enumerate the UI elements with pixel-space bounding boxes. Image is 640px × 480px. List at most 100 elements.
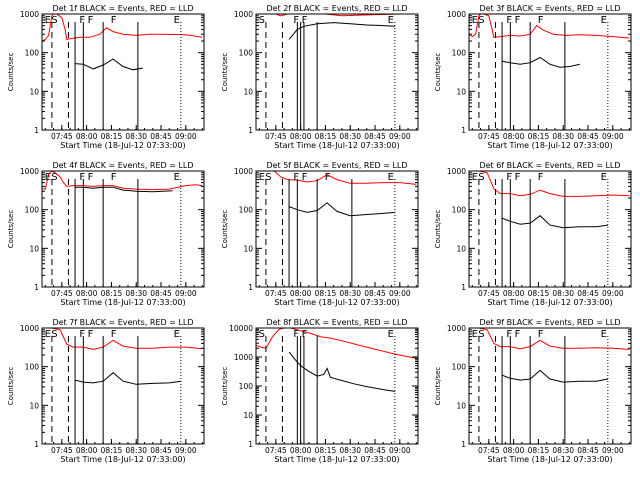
marker-label: F	[111, 15, 117, 26]
plot-frame	[255, 327, 419, 445]
y-axis-label: Counts/sec	[221, 53, 229, 92]
marker-label: S	[259, 15, 265, 26]
ytick-label: 100	[25, 49, 40, 58]
xtick-label: 09:00	[175, 132, 197, 141]
ytick-label: 1000	[447, 324, 466, 333]
ytick-label: 10	[243, 411, 253, 420]
lld-series	[256, 14, 417, 17]
ytick-label: 1000	[234, 353, 253, 362]
marker-label: S	[478, 15, 484, 26]
ytick-label: 1	[461, 283, 466, 292]
y-axis-label: Counts/sec	[434, 210, 442, 249]
ytick-label: 1000	[20, 10, 39, 19]
xtick-label: 08:30	[125, 289, 147, 298]
xtick-label: 08:15	[101, 446, 123, 455]
xtick-label: 08:00	[76, 132, 98, 141]
marker-label: F	[515, 329, 521, 340]
marker-label: F	[88, 172, 94, 183]
ytick-label: 1000	[20, 167, 39, 176]
x-axis-label: Start Time (18-Jul-12 07:33:00)	[487, 298, 612, 307]
xtick-label: 08:30	[339, 132, 361, 141]
x-axis-label: Start Time (18-Jul-12 07:33:00)	[487, 455, 612, 464]
xtick-label: 08:45	[150, 132, 172, 141]
y-axis-label: Counts/sec	[7, 210, 15, 249]
plot-frame	[468, 327, 632, 445]
marker-label: F	[302, 15, 308, 26]
marker-label: E	[472, 172, 478, 183]
xtick-label: 09:00	[602, 446, 624, 455]
ytick-label: 100	[25, 206, 40, 215]
ytick-label: 100	[25, 363, 40, 372]
xtick-label: 08:45	[150, 289, 172, 298]
xtick-label: 08:30	[125, 446, 147, 455]
xtick-label: 08:00	[76, 289, 98, 298]
marker-label: F	[538, 329, 544, 340]
ytick-label: 10	[456, 87, 466, 96]
xtick-label: 08:30	[339, 289, 361, 298]
xtick-label: 08:45	[577, 289, 599, 298]
lld-series	[469, 171, 630, 197]
events-series	[502, 56, 580, 68]
marker-label: F	[515, 15, 521, 26]
plot-frame	[41, 327, 205, 445]
events-series	[75, 186, 173, 193]
xtick-label: 09:00	[602, 289, 624, 298]
y-axis-label: Counts/sec	[7, 367, 15, 406]
xtick-label: 08:30	[552, 289, 574, 298]
ytick-label: 1000	[20, 324, 39, 333]
lld-series	[256, 328, 417, 359]
ytick-label: 1	[34, 440, 39, 449]
xtick-label: 08:00	[290, 289, 312, 298]
ytick-label: 10	[243, 87, 253, 96]
xtick-label: 08:15	[101, 289, 123, 298]
marker-label: E	[259, 172, 265, 183]
y-axis-label: Counts/sec	[434, 53, 442, 92]
marker-label: F	[506, 329, 512, 340]
marker-label: F	[506, 15, 512, 26]
xtick-label: 08:15	[101, 132, 123, 141]
events-series	[288, 22, 395, 40]
x-axis-label: Start Time (18-Jul-12 07:33:00)	[274, 141, 399, 150]
y-axis-label: Counts/sec	[434, 367, 442, 406]
events-series	[74, 372, 181, 385]
ytick-label: 10	[456, 244, 466, 253]
ytick-label: 100	[452, 49, 467, 58]
marker-label: E	[601, 15, 607, 26]
marker-label: S	[51, 172, 57, 183]
xtick-label: 08:45	[150, 446, 172, 455]
xtick-label: 08:30	[552, 132, 574, 141]
ytick-label: 10	[29, 244, 39, 253]
marker-label: E	[45, 172, 51, 183]
xtick-label: 09:00	[389, 289, 411, 298]
ytick-label: 1	[248, 283, 253, 292]
panel-title: Det 4f BLACK = Events, RED = LLD	[52, 161, 193, 170]
marker-label: F	[293, 15, 299, 26]
plot-frame	[41, 170, 205, 288]
xtick-label: 08:15	[315, 446, 337, 455]
x-axis-label: Start Time (18-Jul-12 07:33:00)	[60, 141, 185, 150]
xtick-label: 08:00	[503, 446, 525, 455]
y-axis-label: Counts/sec	[221, 210, 229, 249]
xtick-label: 08:15	[315, 132, 337, 141]
marker-label: F	[325, 172, 331, 183]
plot-frame	[468, 13, 632, 131]
xtick-label: 07:45	[478, 446, 500, 455]
marker-label: F	[538, 172, 544, 183]
xtick-label: 09:00	[602, 132, 624, 141]
events-series	[501, 369, 608, 383]
marker-label: E	[601, 329, 607, 340]
marker-label: F	[302, 329, 308, 340]
xtick-label: 09:00	[389, 132, 411, 141]
marker-label: E	[174, 329, 180, 340]
xtick-label: 08:30	[339, 446, 361, 455]
marker-label: F	[111, 329, 117, 340]
marker-label: F	[79, 172, 85, 183]
marker-label: F	[293, 329, 299, 340]
marker-label: E	[388, 172, 394, 183]
